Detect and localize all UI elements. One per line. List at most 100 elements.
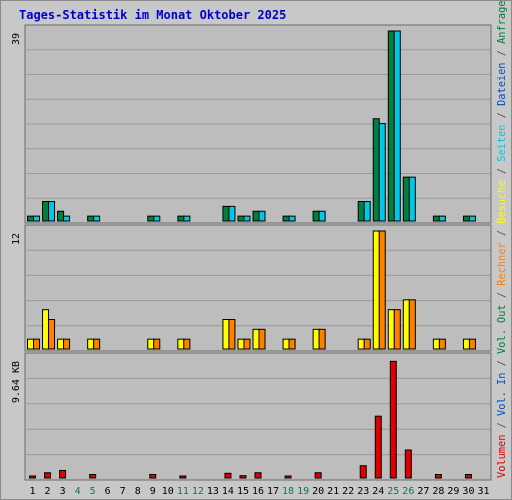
bar-visits-besuche-day-30 [462,338,470,350]
bar-volume-volumen-day-30 [464,474,472,479]
bar-requests-dateien-day-11 [183,215,191,222]
legend-entry-anfragen: Anfragen [496,1,508,44]
bar-visits-rechner-day-15 [243,338,251,350]
legend-entry-vol-out: Vol. Out [496,304,508,354]
x-tick-label-day-8: 8 [135,486,141,497]
bar-requests-anfragen-day-9 [147,215,155,222]
bar-visits-rechner-day-28 [438,338,446,350]
bar-requests-anfragen-day-30 [462,215,470,222]
bar-volume-volumen-day-5 [89,474,97,479]
bar-visits-besuche-day-3 [57,338,65,350]
bar-visits-rechner-day-26 [408,299,416,350]
bar-visits-besuche-day-20 [312,328,320,350]
x-tick-label-day-10: 10 [162,486,174,497]
bar-requests-anfragen-day-23 [357,201,365,222]
bar-requests-dateien-day-24 [378,123,386,222]
bar-visits-rechner-day-5 [93,338,101,350]
bar-requests-dateien-day-3 [63,215,71,222]
x-tick-label-day-1: 1 [30,486,36,497]
x-tick-label-day-20: 20 [312,486,324,497]
x-tick-label-day-29: 29 [447,486,459,497]
x-tick-label-day-14: 14 [222,486,234,497]
bar-requests-dateien-day-18 [288,215,296,222]
x-tick-label-day-4: 4 [75,486,81,497]
bar-visits-besuche-day-11 [177,338,185,350]
bar-requests-dateien-day-30 [468,215,476,222]
legend-separator: / [496,106,508,125]
bar-visits-besuche-day-16 [252,328,260,350]
bar-visits-rechner-day-20 [318,328,326,350]
bar-visits-rechner-day-9 [153,338,161,350]
bar-volume-volumen-day-14 [224,472,232,479]
bar-requests-anfragen-day-24 [372,118,380,222]
bar-volume-volumen-day-25 [389,360,397,479]
bar-requests-dateien-day-9 [153,215,161,222]
bar-requests-dateien-day-5 [93,215,101,222]
bar-volume-volumen-day-2 [44,472,52,479]
bar-volume-volumen-day-28 [434,474,442,479]
legend-separator: / [496,162,508,181]
bar-requests-dateien-day-28 [438,215,446,222]
bar-requests-dateien-day-1 [33,215,41,222]
x-tick-label-day-31: 31 [477,486,489,497]
legend-entry-vol-in: Vol. In [496,373,508,416]
legend-separator: / [496,416,508,435]
x-tick-label-day-6: 6 [105,486,111,497]
legend: Volumen / Vol. In / Vol. Out / Rechner /… [496,1,508,478]
bar-visits-besuche-day-1 [27,338,35,350]
x-tick-label-day-11: 11 [177,486,189,497]
legend-entry-rechner: Rechner [496,242,508,285]
bar-requests-dateien-day-20 [318,210,326,222]
bar-visits-rechner-day-14 [228,319,236,350]
legend-separator: / [496,44,508,63]
bar-requests-anfragen-day-16 [252,210,260,222]
legend-separator: / [496,224,508,243]
bar-requests-anfragen-day-20 [312,210,320,222]
x-tick-label-day-15: 15 [237,486,249,497]
bar-visits-besuche-day-23 [357,338,365,350]
bar-volume-volumen-day-18 [284,475,292,479]
bar-visits-rechner-day-30 [468,338,476,350]
bar-requests-anfragen-day-28 [432,215,440,222]
bar-requests-anfragen-day-25 [387,30,395,222]
x-tick-label-day-18: 18 [282,486,294,497]
legend-entry-dateien: Dateien [496,63,508,106]
x-tick-label-day-7: 7 [120,486,126,497]
bar-visits-rechner-day-2 [48,319,56,350]
legend-entry-volumen: Volumen [496,435,508,478]
bar-requests-anfragen-day-2 [42,201,50,222]
bar-visits-besuche-day-15 [237,338,245,350]
bar-requests-anfragen-day-15 [237,215,245,222]
bar-volume-volumen-day-16 [254,472,262,479]
x-tick-label-day-17: 17 [267,486,279,497]
bar-requests-dateien-day-14 [228,205,236,222]
bar-volume-volumen-day-23 [359,465,367,479]
legend-separator: / [496,286,508,305]
x-tick-label-day-22: 22 [342,486,354,497]
x-tick-label-day-23: 23 [357,486,369,497]
bar-requests-dateien-day-25 [393,30,401,222]
bar-volume-volumen-day-11 [179,475,187,479]
x-tick-label-day-25: 25 [387,486,399,497]
bar-requests-anfragen-day-14 [222,205,230,222]
bar-visits-rechner-day-18 [288,338,296,350]
x-tick-label-day-19: 19 [297,486,309,497]
bar-visits-besuche-day-24 [372,230,380,350]
bar-visits-rechner-day-3 [63,338,71,350]
bar-visits-besuche-day-26 [402,299,410,350]
bar-visits-besuche-day-14 [222,319,230,350]
panel-visits-y-max-label: 12 [11,233,22,245]
bar-visits-besuche-day-18 [282,338,290,350]
bar-requests-dateien-day-26 [408,176,416,222]
bar-requests-anfragen-day-1 [27,215,35,222]
bar-volume-volumen-day-1 [29,475,37,479]
legend-separator: / [496,354,508,373]
bar-requests-anfragen-day-11 [177,215,185,222]
chart-title: Tages-Statistik im Monat Oktober 2025 [19,8,287,22]
x-tick-label-day-5: 5 [90,486,96,497]
bar-visits-besuche-day-28 [432,338,440,350]
x-tick-label-day-9: 9 [150,486,156,497]
bar-requests-anfragen-day-5 [87,215,95,222]
legend-entry-besuche: Besuche [496,180,508,223]
